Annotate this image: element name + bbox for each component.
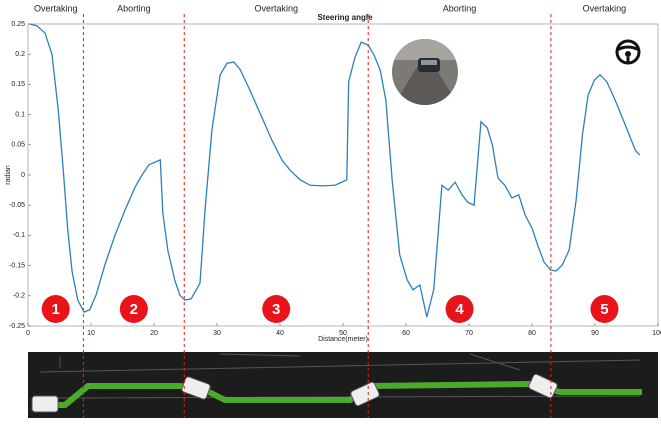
y-tick-label: 0.25 [11, 21, 25, 28]
x-tick-label: 0 [26, 330, 30, 337]
phase-label: Overtaking [34, 3, 78, 13]
x-tick-label: 70 [465, 330, 473, 337]
x-axis-label: Distance(meter) [318, 336, 368, 343]
x-tick-label: 80 [528, 330, 536, 337]
phase-marker [119, 295, 148, 323]
x-tick-label: 20 [150, 330, 158, 337]
phase-number: 3 [272, 301, 280, 318]
x-tick-label: 30 [213, 330, 221, 337]
phase-marker [590, 295, 619, 323]
phase-label: Overtaking [254, 3, 298, 13]
phase-marker [41, 295, 70, 323]
phase-number: 4 [455, 301, 464, 318]
y-tick-label: 0.1 [15, 111, 25, 118]
y-axis-label: radian [5, 165, 12, 185]
x-tick-label: 40 [276, 330, 284, 337]
x-tick-label: 10 [87, 330, 95, 337]
x-tick-label: 60 [402, 330, 410, 337]
y-tick-label: -0.15 [9, 262, 25, 269]
steering-wheel-icon [615, 39, 641, 65]
y-tick-label: -0.2 [13, 293, 25, 300]
y-tick-label: 0.15 [11, 81, 25, 88]
x-tick-label: 90 [591, 330, 599, 337]
phase-label: Aborting [443, 3, 477, 13]
y-tick-label: 0 [21, 172, 25, 179]
trajectory-strip [28, 352, 658, 418]
phase-number: 1 [52, 301, 60, 318]
x-tick-label: 100 [652, 330, 661, 337]
phase-marker [445, 295, 474, 323]
phase-label: Overtaking [583, 3, 627, 13]
x-tick-label: 50 [339, 330, 347, 337]
y-tick-label: -0.25 [9, 323, 25, 330]
y-tick-label: -0.05 [9, 202, 25, 209]
phase-label: Aborting [117, 3, 151, 13]
steering-line [29, 23, 641, 318]
camera-icon [392, 39, 458, 105]
phase-marker [262, 295, 291, 323]
phase-number: 5 [600, 301, 608, 318]
y-tick-label: 0.05 [11, 142, 25, 149]
chart-title: Steering angle [317, 13, 373, 22]
y-tick-label: -0.1 [13, 232, 25, 239]
y-tick-label: 0.2 [15, 51, 25, 58]
phase-number: 2 [130, 301, 138, 318]
plot-frame [27, 23, 659, 327]
